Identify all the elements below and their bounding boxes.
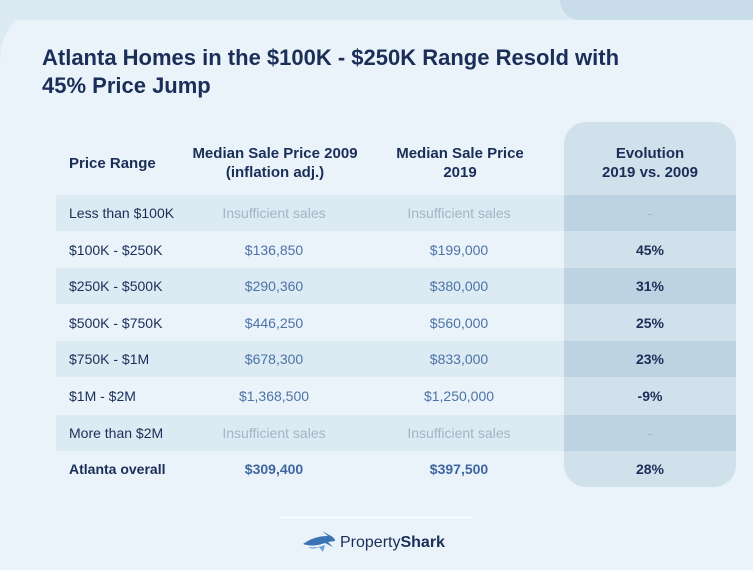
brand-name: PropertyShark	[340, 534, 445, 552]
row-evolution: 23%	[635, 351, 665, 368]
row-band	[56, 341, 736, 378]
row-price-range: More than $2M	[69, 424, 164, 441]
row-price-range: $100K - $250K	[69, 241, 163, 258]
row-price-2009: Insufficient sales	[222, 205, 326, 221]
shark-logo-icon	[303, 531, 335, 552]
row-evolution: 31%	[635, 278, 665, 295]
row-price-range: $750K - $1M	[69, 351, 150, 368]
row-price-2019: $560,000	[429, 314, 489, 331]
brand-logo: PropertyShark	[302, 530, 445, 556]
row-price-range: $1M - $2M	[69, 388, 136, 404]
header-price-2019: Median Sale Price 2019	[365, 144, 555, 182]
row-evolution: 28%	[635, 461, 665, 478]
row-price-2019: $397,500	[429, 461, 489, 478]
row-band-evolution-shade	[564, 341, 736, 378]
row-price-2009: $136,850	[244, 241, 304, 258]
row-evolution: -	[647, 424, 653, 441]
row-price-range: $250K - $500K	[69, 278, 163, 295]
row-evolution: -	[647, 205, 653, 221]
header-evolution: Evolution 2019 vs. 2009	[564, 144, 736, 182]
row-price-2019: $380,000	[429, 278, 489, 295]
header-price-2019-line1: Median Sale Price	[396, 145, 524, 162]
row-price-2019: $833,000	[429, 351, 489, 368]
row-price-2019: $199,000	[429, 241, 489, 258]
row-price-2009: $290,360	[244, 278, 304, 295]
row-price-2019: Insufficient sales	[407, 205, 511, 221]
row-band	[56, 195, 736, 231]
row-evolution: 25%	[635, 314, 665, 331]
row-price-range: $500K - $750K	[69, 314, 163, 331]
row-price-2009: $678,300	[244, 351, 304, 368]
chart-title: Atlanta Homes in the $100K - $250K Range…	[42, 45, 620, 98]
header-price-range: Price Range	[69, 155, 156, 172]
row-band-evolution-shade	[564, 195, 736, 231]
header-evolution-line2: 2019 vs. 2009	[602, 164, 698, 181]
header-price-2009: Median Sale Price 2009 (inflation adj.)	[180, 144, 370, 182]
header-price-2009-line2: (inflation adj.)	[225, 164, 325, 181]
row-evolution: 45%	[635, 241, 665, 258]
row-price-range: Atlanta overall	[69, 461, 166, 478]
header-price-2009-line1: Median Sale Price 2009	[192, 145, 358, 162]
row-price-2009: $309,400	[244, 461, 304, 478]
footer-divider	[280, 517, 472, 518]
header-price-2019-line2: 2019	[443, 164, 477, 181]
row-price-2009: $1,368,500	[238, 388, 310, 404]
row-band-evolution-shade	[564, 268, 736, 305]
brand-name-regular: Property	[340, 534, 401, 551]
header-evolution-line1: Evolution	[615, 145, 685, 162]
row-price-2009: Insufficient sales	[222, 424, 326, 441]
row-price-2019: $1,250,000	[423, 388, 495, 404]
row-band-evolution-shade	[564, 414, 736, 451]
row-evolution: -9%	[637, 388, 663, 404]
top-decoration	[0, 0, 753, 20]
row-price-range: Less than $100K	[69, 205, 175, 221]
row-band	[56, 268, 736, 305]
brand-name-bold: Shark	[400, 534, 445, 551]
row-price-2019: Insufficient sales	[407, 424, 511, 441]
row-band	[56, 414, 736, 451]
row-price-2009: $446,250	[244, 314, 304, 331]
